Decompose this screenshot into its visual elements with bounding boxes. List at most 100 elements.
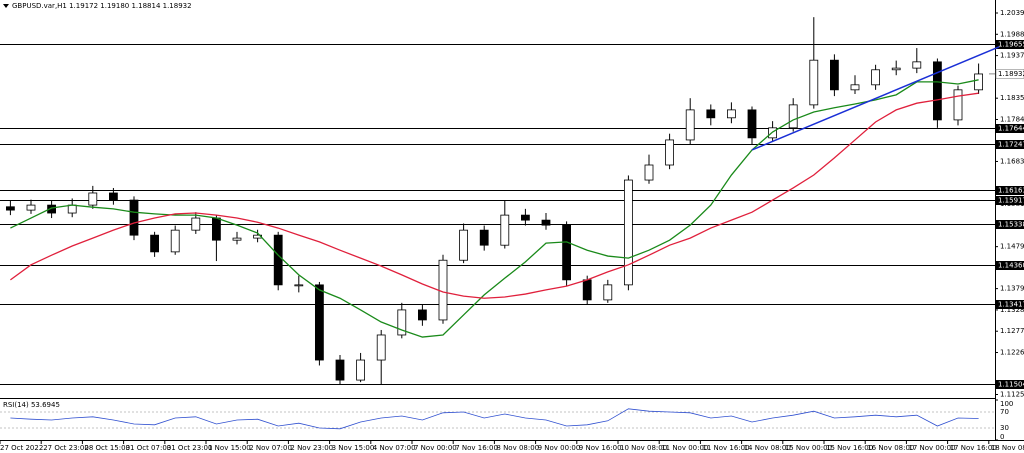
level-label: 1.19655 [998, 41, 1024, 49]
last-price-box [995, 69, 1024, 79]
candle-body [582, 279, 592, 301]
rsi-line [10, 408, 979, 430]
x-tick-label: 9 Nov 16:00 [579, 444, 622, 452]
candle-body [603, 284, 613, 301]
x-tick-label: 9 Nov 00:00 [538, 444, 581, 452]
y-tick-label: 1.20390 [1000, 9, 1024, 17]
candle-body [109, 192, 118, 201]
y-tick-label: 1.19370 [1000, 52, 1024, 60]
candle-body [727, 109, 736, 119]
menu-arrow [3, 4, 9, 8]
x-tick-label: 31 Oct 23:00 [167, 444, 213, 452]
y-tick-label: 1.11255 [1000, 390, 1024, 398]
candle-body [747, 109, 757, 139]
rsi-tick-label: 30 [1000, 424, 1009, 432]
candle-body [376, 334, 386, 361]
candle-body [500, 214, 510, 246]
candle-body [850, 84, 860, 91]
candle-body [521, 214, 530, 221]
x-tick-label: 2 Nov 07:00 [249, 444, 292, 452]
x-tick-label: 17 Nov 00:00 [908, 444, 955, 452]
candle-body [644, 164, 654, 181]
level-label: 1.17247 [998, 141, 1024, 149]
candle-body [459, 229, 469, 261]
candle-body [335, 359, 345, 381]
candle-body [685, 109, 695, 141]
y-tick-label: 1.19880 [1000, 30, 1024, 38]
rsi-tick-label: 100 [1000, 400, 1013, 408]
level-label-box [996, 186, 1024, 195]
candle-body [706, 109, 716, 119]
x-tick-label: 15 Nov 00:00 [785, 444, 832, 452]
level-label: 1.13417 [998, 301, 1024, 309]
x-tick-label: 28 Oct 15:00 [84, 444, 130, 452]
level-label-box [996, 40, 1024, 49]
candle-body [871, 69, 880, 86]
level-label-box [996, 380, 1024, 389]
x-tick-label: 4 Nov 07:00 [373, 444, 416, 452]
candle-body [294, 284, 304, 287]
y-tick-label: 1.14795 [1000, 243, 1024, 251]
rsi-tick-label: 70 [1000, 408, 1009, 416]
y-tick-label: 1.17840 [1000, 115, 1024, 123]
x-tick-label: 31 Oct 07:00 [126, 444, 172, 452]
level-label: 1.14360 [998, 262, 1024, 270]
x-tick-label: 7 Nov 16:00 [455, 444, 498, 452]
x-tick-label: 14 Nov 08:00 [744, 444, 791, 452]
candle-body [273, 234, 283, 286]
level-label: 1.15917 [998, 197, 1024, 205]
y-tick-label: 1.12260 [1000, 349, 1024, 357]
candle-body [479, 229, 489, 246]
x-tick-label: 1 Nov 15:00 [208, 444, 251, 452]
candle-body [974, 73, 983, 91]
level-label: 1.16163 [998, 187, 1024, 195]
trendline [751, 46, 1000, 151]
candle-body [6, 206, 15, 211]
x-tick-label: 17 Nov 16:00 [950, 444, 997, 452]
candle-body [314, 284, 324, 361]
candle-body [788, 104, 798, 129]
y-tick-label: 1.18350 [1000, 94, 1024, 102]
candle-body [191, 217, 201, 231]
candle-body [933, 61, 942, 121]
candle-body [891, 67, 901, 71]
candle-body [438, 259, 448, 321]
level-label: 1.11504 [998, 381, 1024, 389]
candle-body [67, 204, 77, 214]
candle-body [232, 237, 242, 241]
x-tick-label: 11 Nov 16:00 [702, 444, 749, 452]
candle-body [26, 204, 36, 211]
candle-body [624, 179, 633, 286]
level-label-box [996, 220, 1024, 229]
x-tick-label: 27 Oct 23:00 [43, 444, 89, 452]
y-tick-label: 1.13790 [1000, 285, 1024, 293]
x-tick-label: 18 Nov 08:00 [991, 444, 1024, 452]
x-tick-label: 16 Nov 08:00 [867, 444, 914, 452]
level-label: 1.17644 [998, 125, 1024, 133]
x-tick-label: 7 Nov 00:00 [414, 444, 457, 452]
candle-body [953, 89, 963, 121]
x-tick-label: 15 Nov 16:00 [826, 444, 873, 452]
x-tick-label: 10 Nov 08:00 [620, 444, 667, 452]
candle-body [397, 309, 407, 336]
candle-body [830, 59, 839, 91]
candle-body [150, 234, 160, 253]
moving-average [10, 92, 979, 299]
candle-body [912, 61, 922, 69]
candle-body [211, 217, 221, 241]
candle-body [47, 204, 56, 214]
rsi-title: RSI(14) 53.6945 [3, 401, 60, 409]
x-tick-label: 2 Nov 23:00 [290, 444, 333, 452]
candle-body [170, 229, 180, 253]
candle-body [356, 359, 366, 381]
candle-body [809, 59, 819, 106]
x-tick-label: 3 Nov 15:00 [332, 444, 375, 452]
x-tick-label: 27 Oct 2022 [0, 444, 43, 452]
candle-body [562, 224, 571, 281]
y-tick-label: 1.16835 [1000, 157, 1024, 165]
x-tick-label: 11 Nov 00:00 [661, 444, 708, 452]
level-label-box [996, 140, 1024, 149]
candle-body [129, 199, 139, 236]
